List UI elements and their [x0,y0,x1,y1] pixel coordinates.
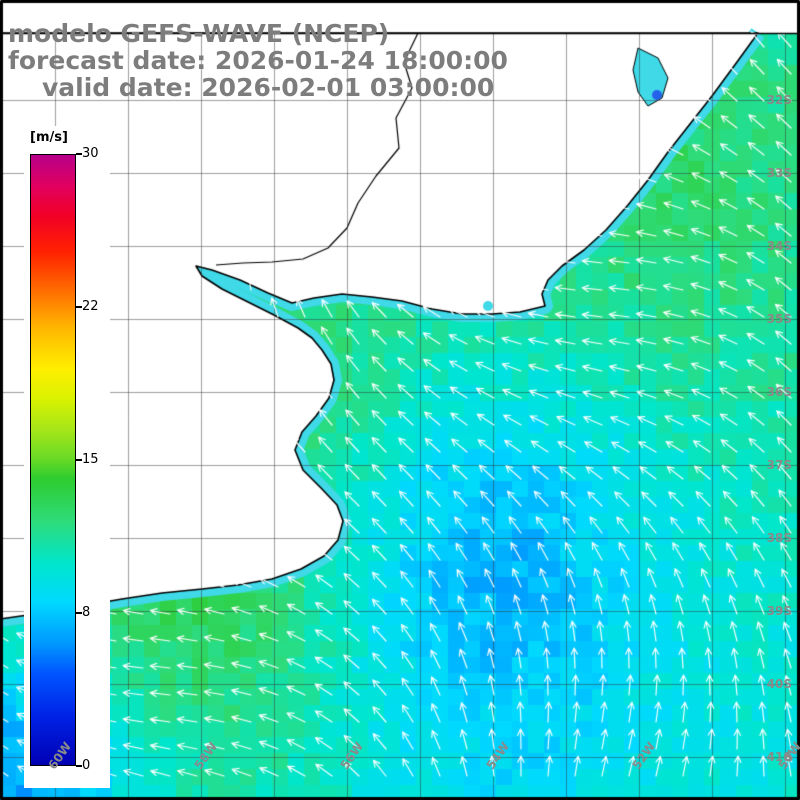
lat-label: 35S [766,312,792,326]
lat-label: 36S [766,385,792,399]
map-titles: modelo GEFS-WAVE (NCEP) forecast date: 2… [8,20,508,101]
colorbar-tick: 30 [82,146,99,161]
forecast-date: forecast date: 2026-01-24 18:00:00 [8,46,508,75]
colorbar-unit-label: [m/s] [30,130,68,145]
colorbar-tick-mark [76,459,82,461]
colorbar-tick: 0 [82,758,91,773]
lat-label: 37S [766,458,792,472]
colorbar-gradient [30,154,76,766]
model-title: modelo GEFS-WAVE (NCEP) [8,19,390,48]
colorbar-tick-mark [76,153,82,155]
lat-label: 41S [766,750,792,764]
lat-label: 38S [766,531,792,545]
colorbar-tick: 22 [82,299,99,314]
lat-label: 40S [766,677,792,691]
colorbar-tick: 15 [82,452,99,467]
lat-label: 32S [766,93,792,107]
lat-label: 33S [766,166,792,180]
valid-date: valid date: 2026-02-01 03:00:00 [42,73,495,102]
colorbar-tick-mark [76,306,82,308]
colorbar: [m/s] 30 22 15 8 0 [24,126,110,788]
lat-label: 39S [766,604,792,618]
colorbar-tick-mark [76,612,82,614]
lat-label: 34S [766,239,792,253]
colorbar-tick-mark [76,765,82,767]
colorbar-tick: 8 [82,605,91,620]
